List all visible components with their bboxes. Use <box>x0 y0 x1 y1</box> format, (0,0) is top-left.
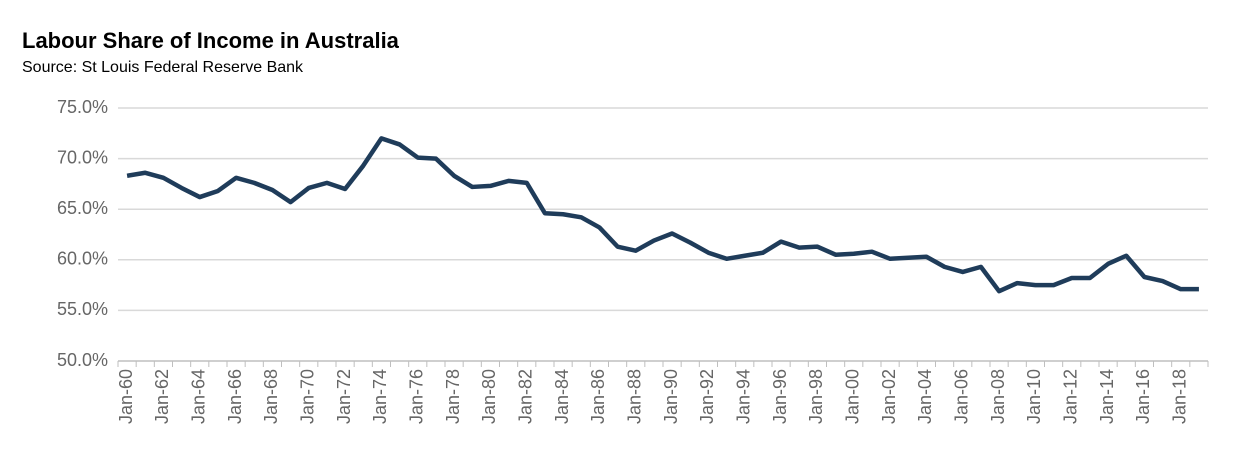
y-tick-label: 55.0% <box>57 299 108 319</box>
x-tick-label: Jan-00 <box>843 369 863 424</box>
x-tick-label: Jan-94 <box>734 369 754 424</box>
x-tick-label: Jan-04 <box>915 369 935 424</box>
y-tick-label: 60.0% <box>57 249 108 269</box>
x-tick-label: Jan-74 <box>370 369 390 424</box>
x-tick-label: Jan-88 <box>625 369 645 424</box>
x-tick-label: Jan-68 <box>261 369 281 424</box>
x-tick-label: Jan-76 <box>407 369 427 424</box>
x-tick-label: Jan-60 <box>116 369 136 424</box>
x-tick-label: Jan-78 <box>443 369 463 424</box>
y-tick-label: 70.0% <box>57 147 108 167</box>
x-tick-label: Jan-82 <box>516 369 536 424</box>
x-tick-label: Jan-66 <box>225 369 245 424</box>
x-tick-label: Jan-98 <box>806 369 826 424</box>
x-tick-label: Jan-86 <box>588 369 608 424</box>
x-tick-label: Jan-10 <box>1024 369 1044 424</box>
x-tick-label: Jan-18 <box>1170 369 1190 424</box>
x-tick-label: Jan-16 <box>1133 369 1153 424</box>
x-tick-label: Jan-02 <box>879 369 899 424</box>
y-tick-label: 75.0% <box>57 97 108 117</box>
chart-subtitle: Source: St Louis Federal Reserve Bank <box>22 59 304 76</box>
x-tick-label: Jan-92 <box>697 369 717 424</box>
x-tick-label: Jan-84 <box>552 369 572 424</box>
x-tick-label: Jan-12 <box>1061 369 1081 424</box>
y-tick-label: 50.0% <box>57 350 108 370</box>
x-tick-label: Jan-14 <box>1097 369 1117 424</box>
x-tick-label: Jan-08 <box>988 369 1008 424</box>
x-tick-label: Jan-64 <box>189 369 209 424</box>
x-tick-label: Jan-72 <box>334 369 354 424</box>
x-tick-label: Jan-62 <box>152 369 172 424</box>
x-tick-label: Jan-90 <box>661 369 681 424</box>
x-tick-label: Jan-70 <box>298 369 318 424</box>
x-tick-label: Jan-96 <box>770 369 790 424</box>
x-tick-label: Jan-06 <box>952 369 972 424</box>
x-tick-label: Jan-80 <box>479 369 499 424</box>
data-line <box>126 136 1199 294</box>
y-tick-label: 65.0% <box>57 198 108 218</box>
chart-title: Labour Share of Income in Australia <box>22 28 400 53</box>
